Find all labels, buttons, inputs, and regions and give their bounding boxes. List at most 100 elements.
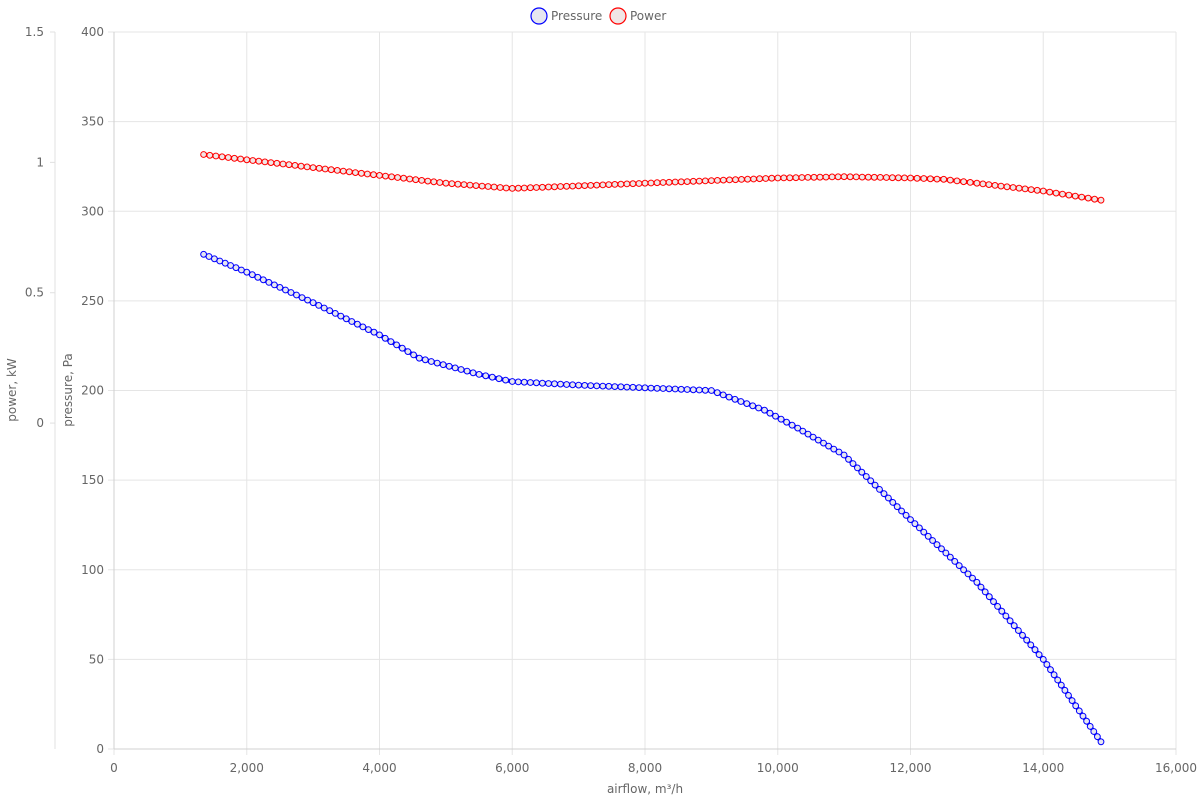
data-point-power (889, 174, 896, 182)
data-point-pressure (376, 331, 383, 339)
legend-item-power[interactable]: Power (609, 7, 666, 25)
x-tick-label: 12,000 (890, 761, 932, 775)
power-tick-label: 0.5 (25, 286, 44, 300)
data-point-power (484, 183, 492, 190)
data-point-power (581, 182, 589, 190)
data-point-power (285, 161, 293, 169)
data-point-pressure (920, 528, 928, 536)
data-point-pressure (593, 382, 601, 390)
data-point-pressure (683, 386, 691, 393)
data-point-pressure (708, 387, 715, 394)
data-point-pressure (557, 380, 564, 388)
data-point-pressure (581, 382, 589, 389)
data-point-pressure (854, 464, 861, 472)
data-point-pressure (788, 421, 796, 429)
data-point-pressure (911, 520, 919, 528)
data-point-pressure (533, 379, 540, 387)
data-point-pressure (337, 312, 345, 320)
data-point-power (635, 180, 643, 187)
data-point-pressure (495, 375, 503, 383)
data-point-power (629, 180, 637, 188)
data-point-power (472, 182, 480, 190)
data-point-power (659, 179, 667, 186)
data-point-power (1039, 187, 1047, 195)
data-point-power (810, 173, 818, 181)
data-point-pressure (1054, 676, 1062, 684)
data-point-pressure (1006, 617, 1014, 625)
data-point-power (991, 182, 999, 189)
legend: Pressure Power (530, 7, 666, 25)
data-point-power (895, 174, 902, 182)
data-point-power (309, 164, 317, 172)
data-point-power (279, 160, 287, 168)
data-point-power (200, 151, 208, 158)
data-point-pressure (315, 302, 323, 309)
data-point-pressure (1010, 622, 1018, 630)
data-point-power (738, 176, 745, 183)
data-point-pressure (641, 384, 649, 392)
data-point-power (714, 177, 721, 184)
pressure-tick-label: 150 (81, 473, 104, 487)
data-point-power (695, 177, 703, 185)
data-point-pressure (719, 391, 727, 399)
data-point-pressure (514, 378, 522, 386)
data-point-power (623, 180, 631, 188)
data-point-pressure (766, 409, 774, 417)
data-point-pressure (659, 385, 667, 392)
data-point-power (1033, 186, 1041, 194)
data-point-power (273, 159, 281, 167)
data-point-pressure (276, 284, 284, 291)
data-point-power (744, 175, 751, 183)
data-point-power (1021, 185, 1029, 193)
data-point-pressure (772, 412, 779, 420)
data-point-power (424, 177, 432, 185)
pressure-tick-label: 100 (81, 563, 104, 577)
data-point-power (327, 166, 335, 174)
data-point-pressure (743, 400, 751, 408)
data-point-power (442, 179, 450, 187)
data-point-power (418, 177, 426, 184)
data-point-pressure (359, 323, 367, 331)
data-point-pressure (326, 307, 334, 315)
data-point-pressure (365, 326, 372, 334)
data-point-power (883, 174, 890, 181)
data-point-pressure (1039, 656, 1047, 663)
data-point-pressure (439, 361, 447, 369)
x-tick-label: 0 (110, 761, 118, 775)
pressure-tick-label: 200 (81, 384, 104, 398)
data-point-power (520, 184, 528, 192)
data-point-power (913, 174, 921, 182)
data-point-pressure (955, 562, 963, 569)
data-point-power (732, 176, 739, 184)
data-point-pressure (309, 299, 317, 307)
data-point-power (358, 169, 365, 177)
data-point-power (394, 174, 402, 181)
data-point-power (780, 174, 788, 182)
data-point-pressure (835, 448, 843, 456)
data-point-pressure (761, 406, 768, 414)
data-point-pressure (1002, 612, 1010, 620)
data-point-power (997, 182, 1005, 190)
data-point-pressure (1031, 646, 1039, 654)
power-axis-title: power, kW (5, 358, 19, 422)
data-point-pressure (331, 310, 339, 317)
data-point-power (946, 176, 954, 184)
data-point-power (611, 181, 619, 188)
series-line-power (201, 152, 1103, 203)
data-point-pressure (1079, 712, 1087, 720)
data-point-pressure (1047, 666, 1054, 674)
data-point-pressure (647, 384, 655, 392)
data-point-power (683, 178, 691, 186)
data-point-pressure (981, 588, 989, 596)
data-point-power (647, 179, 655, 187)
data-point-pressure (862, 473, 870, 480)
pressure-axis-title: pressure, Pa (61, 353, 75, 427)
data-point-pressure (880, 490, 888, 498)
data-point-power (249, 157, 257, 164)
data-point-pressure (475, 371, 483, 378)
data-point-power (1003, 183, 1011, 191)
data-point-power (321, 165, 329, 173)
data-point-pressure (867, 477, 875, 485)
data-point-pressure (410, 351, 418, 359)
legend-item-pressure[interactable]: Pressure (530, 7, 602, 25)
